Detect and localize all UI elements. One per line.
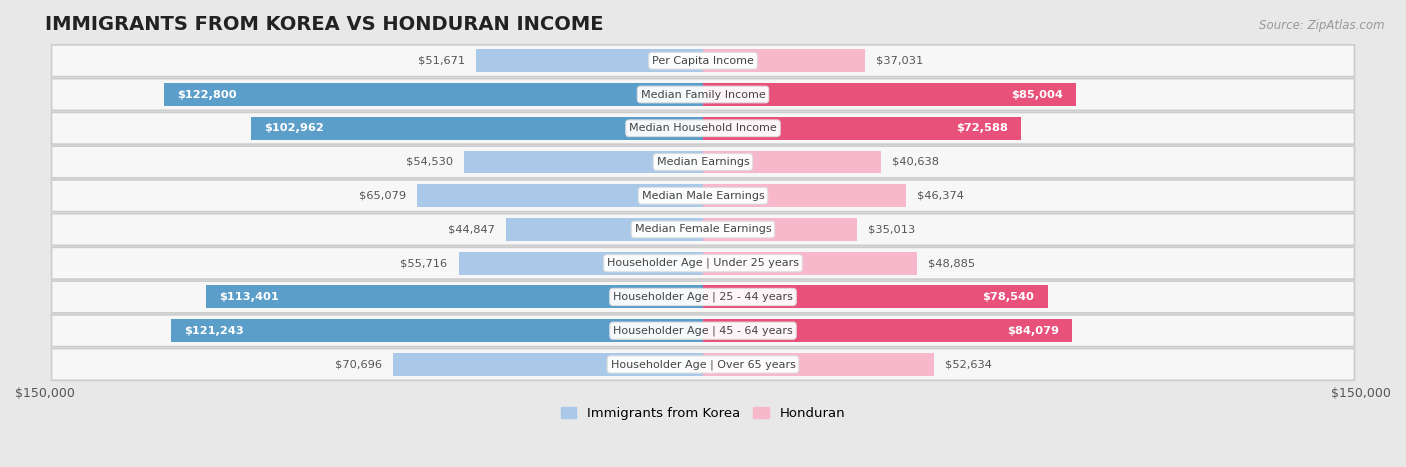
Text: $122,800: $122,800 xyxy=(177,90,238,99)
Text: $37,031: $37,031 xyxy=(876,56,924,66)
Text: $46,374: $46,374 xyxy=(917,191,965,201)
Text: $35,013: $35,013 xyxy=(868,225,915,234)
Bar xyxy=(703,117,1021,140)
Text: $52,634: $52,634 xyxy=(945,360,991,369)
FancyBboxPatch shape xyxy=(52,315,1354,347)
FancyBboxPatch shape xyxy=(52,213,1354,245)
Bar xyxy=(703,319,1071,342)
Bar xyxy=(703,252,918,275)
Text: $78,540: $78,540 xyxy=(983,292,1035,302)
Bar xyxy=(252,117,703,140)
Bar xyxy=(165,83,703,106)
Text: Median Earnings: Median Earnings xyxy=(657,157,749,167)
Bar xyxy=(477,50,703,72)
Bar xyxy=(392,353,703,376)
Text: Median Household Income: Median Household Income xyxy=(628,123,778,133)
Bar xyxy=(703,285,1047,308)
Text: Median Female Earnings: Median Female Earnings xyxy=(634,225,772,234)
FancyBboxPatch shape xyxy=(52,146,1354,178)
Bar xyxy=(703,184,907,207)
Text: $51,671: $51,671 xyxy=(418,56,465,66)
FancyBboxPatch shape xyxy=(52,113,1354,144)
Text: $70,696: $70,696 xyxy=(335,360,382,369)
Bar xyxy=(464,150,703,173)
Bar xyxy=(172,319,703,342)
Bar xyxy=(205,285,703,308)
Text: $72,588: $72,588 xyxy=(956,123,1008,133)
Text: Householder Age | 45 - 64 years: Householder Age | 45 - 64 years xyxy=(613,325,793,336)
Bar xyxy=(703,50,866,72)
Bar xyxy=(703,83,1076,106)
FancyBboxPatch shape xyxy=(52,248,1354,279)
Text: Median Male Earnings: Median Male Earnings xyxy=(641,191,765,201)
FancyBboxPatch shape xyxy=(52,180,1354,212)
Bar xyxy=(418,184,703,207)
Text: Median Family Income: Median Family Income xyxy=(641,90,765,99)
FancyBboxPatch shape xyxy=(52,78,1354,110)
Text: Householder Age | Under 25 years: Householder Age | Under 25 years xyxy=(607,258,799,269)
Text: $55,716: $55,716 xyxy=(401,258,447,268)
Bar xyxy=(458,252,703,275)
FancyBboxPatch shape xyxy=(52,348,1354,380)
FancyBboxPatch shape xyxy=(52,45,1354,77)
Text: $102,962: $102,962 xyxy=(264,123,325,133)
FancyBboxPatch shape xyxy=(52,281,1354,313)
Text: $121,243: $121,243 xyxy=(184,325,245,336)
Text: Householder Age | 25 - 44 years: Householder Age | 25 - 44 years xyxy=(613,292,793,302)
Text: $48,885: $48,885 xyxy=(928,258,976,268)
Text: IMMIGRANTS FROM KOREA VS HONDURAN INCOME: IMMIGRANTS FROM KOREA VS HONDURAN INCOME xyxy=(45,15,603,34)
Text: Householder Age | Over 65 years: Householder Age | Over 65 years xyxy=(610,359,796,370)
Text: $113,401: $113,401 xyxy=(219,292,278,302)
Legend: Immigrants from Korea, Honduran: Immigrants from Korea, Honduran xyxy=(555,401,851,425)
Text: $85,004: $85,004 xyxy=(1011,90,1063,99)
Bar xyxy=(703,218,856,241)
Text: $65,079: $65,079 xyxy=(360,191,406,201)
Bar xyxy=(506,218,703,241)
Text: Source: ZipAtlas.com: Source: ZipAtlas.com xyxy=(1260,19,1385,32)
Text: $54,530: $54,530 xyxy=(406,157,453,167)
Bar xyxy=(703,150,882,173)
Bar xyxy=(703,353,934,376)
Text: $40,638: $40,638 xyxy=(893,157,939,167)
Text: Per Capita Income: Per Capita Income xyxy=(652,56,754,66)
Text: $44,847: $44,847 xyxy=(449,225,495,234)
Text: $84,079: $84,079 xyxy=(1007,325,1059,336)
